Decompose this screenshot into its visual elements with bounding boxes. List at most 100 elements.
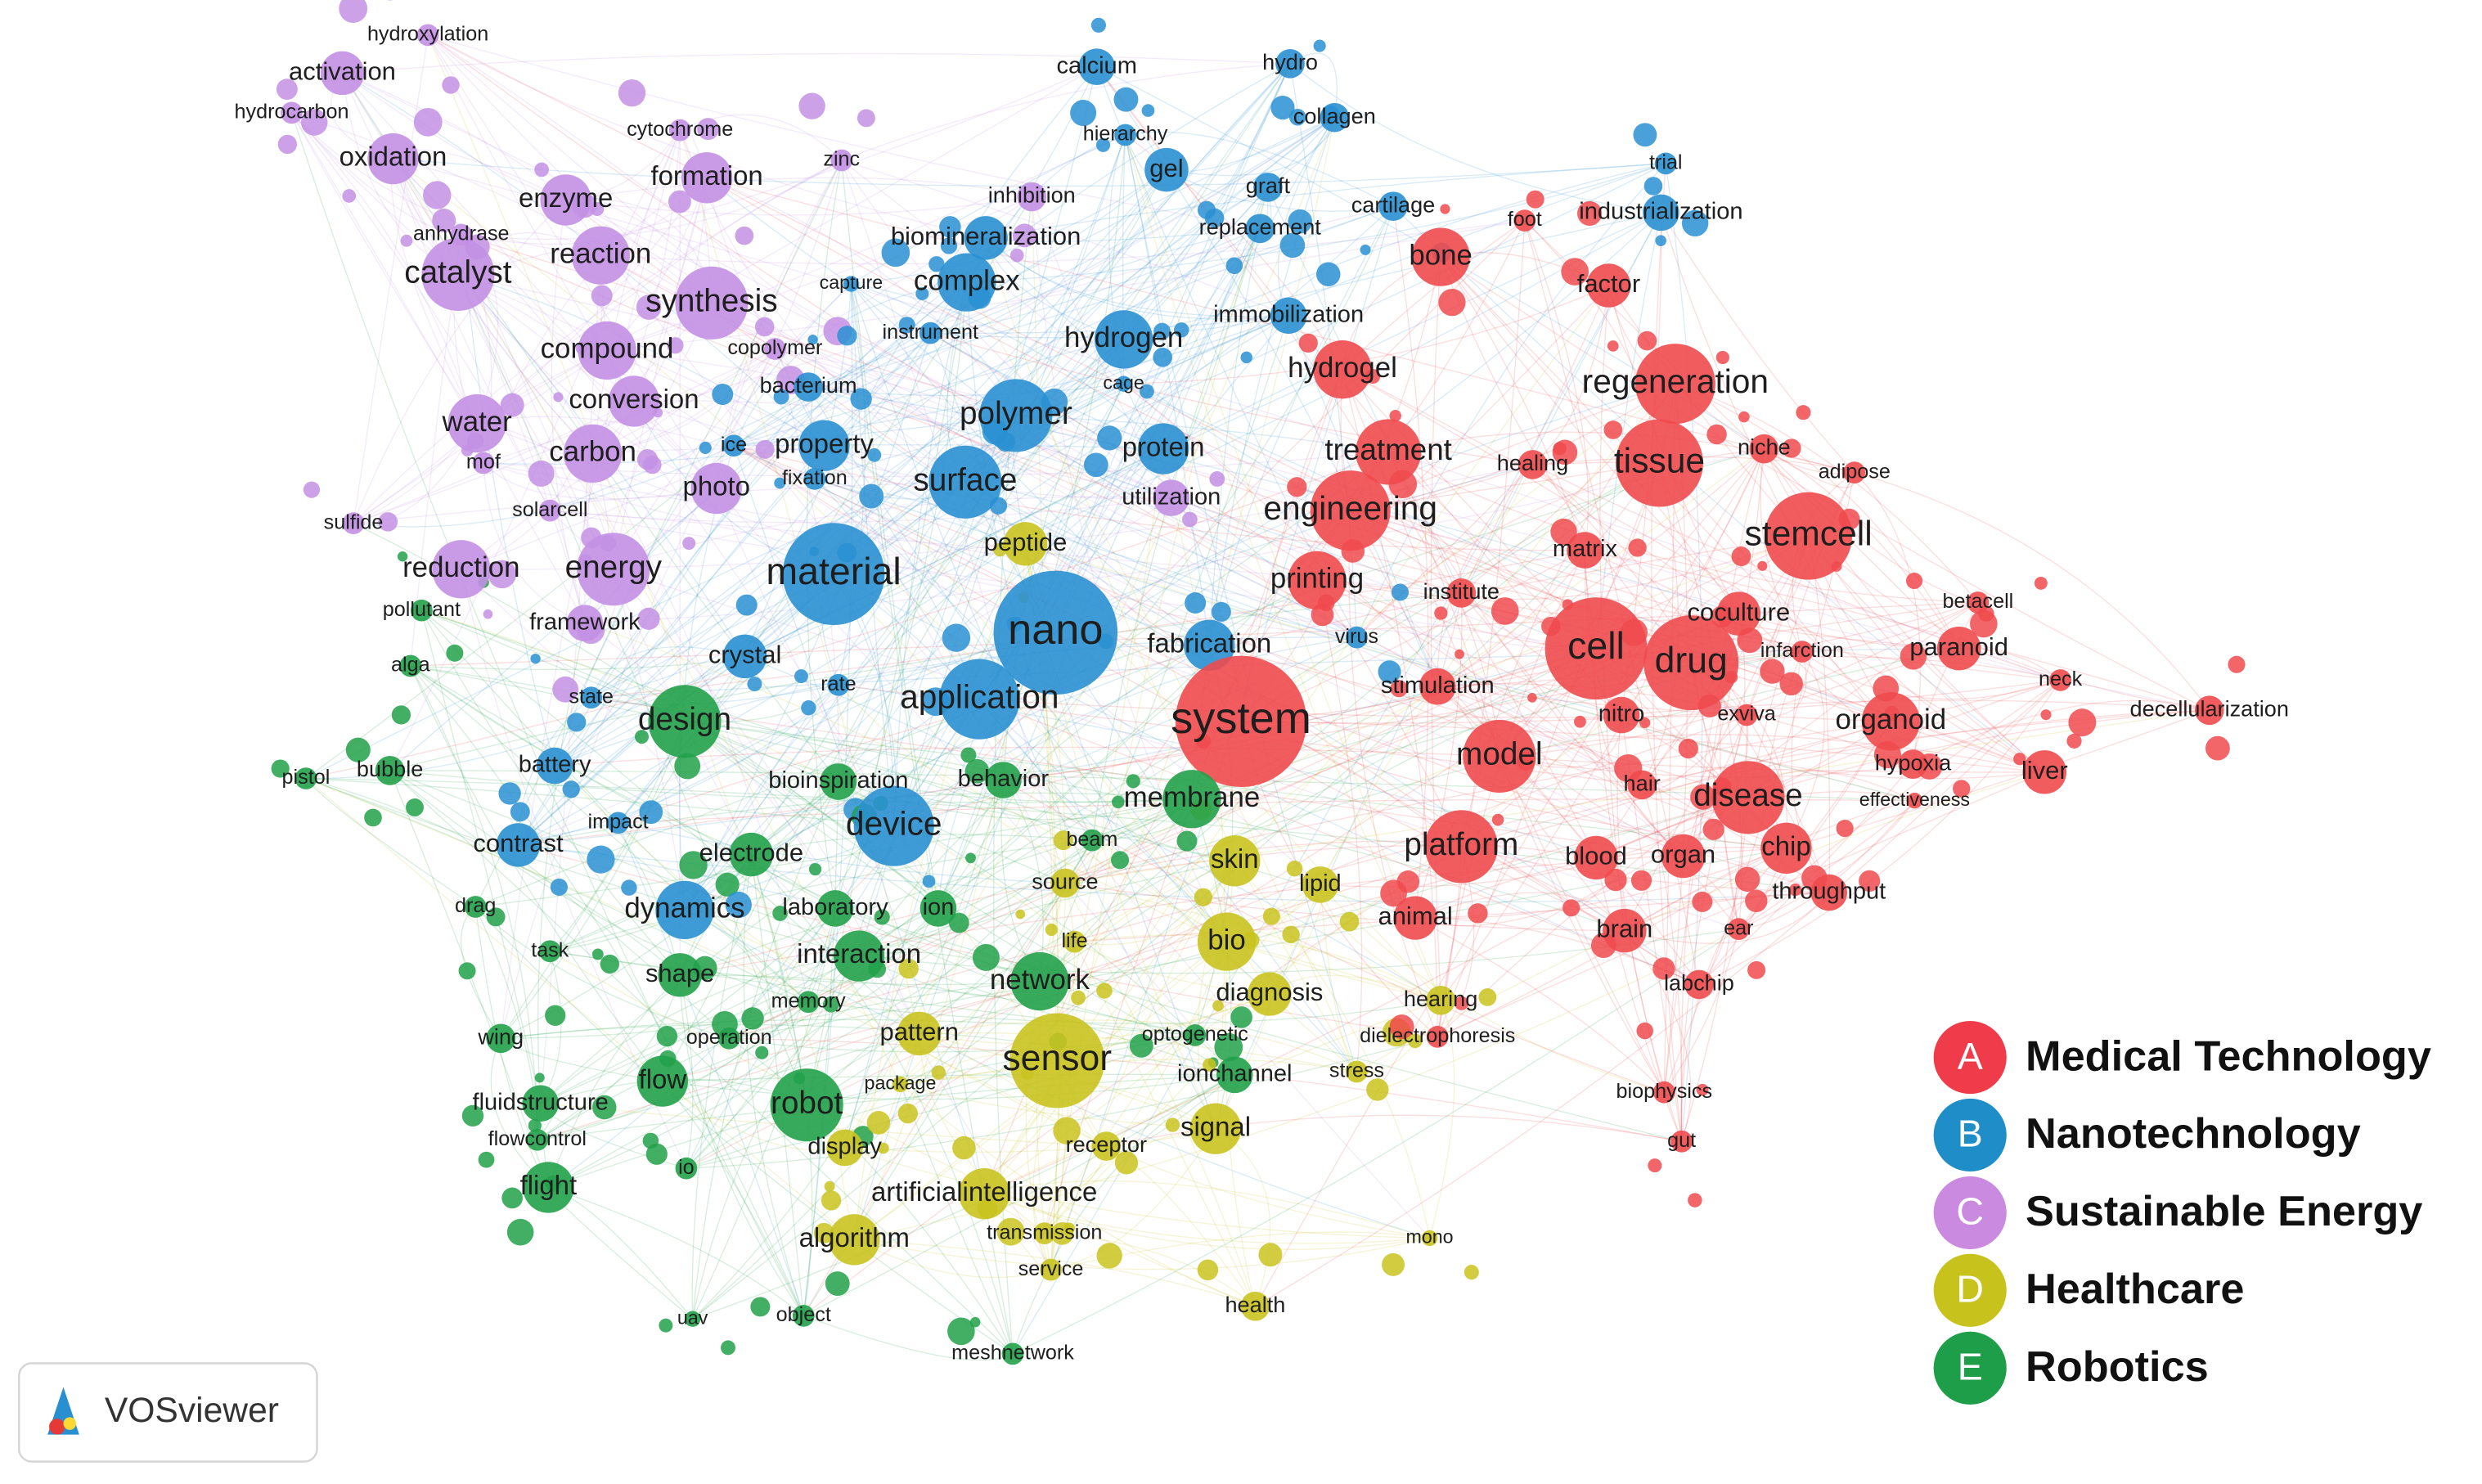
minor-bubble bbox=[1607, 340, 1619, 352]
node-label: model bbox=[1456, 737, 1543, 772]
minor-bubble bbox=[1182, 511, 1198, 528]
edge bbox=[540, 955, 860, 1104]
node-label: photo bbox=[683, 471, 750, 501]
edge bbox=[733, 117, 1335, 447]
node-bubble bbox=[1040, 1258, 1062, 1281]
minor-bubble bbox=[1478, 988, 1497, 1006]
node-label: pattern bbox=[879, 1018, 958, 1046]
minor-bubble bbox=[364, 808, 382, 827]
node-bubble bbox=[655, 880, 714, 940]
minor-bubble bbox=[866, 1111, 891, 1135]
node-label: electrode bbox=[699, 839, 803, 867]
minor-bubble bbox=[423, 181, 452, 209]
node-bubble bbox=[1426, 1025, 1449, 1048]
edge bbox=[729, 1034, 1195, 1053]
minor-bubble bbox=[668, 190, 691, 214]
node-label: foot bbox=[1508, 208, 1542, 231]
edge bbox=[662, 169, 1167, 1082]
edge bbox=[1461, 709, 2210, 848]
edge bbox=[893, 636, 1357, 827]
node-label: graft bbox=[1246, 173, 1291, 198]
edge bbox=[565, 177, 1032, 201]
edge bbox=[613, 569, 920, 1034]
node-bubble bbox=[684, 1311, 701, 1327]
edge bbox=[1675, 383, 1960, 649]
minor-bubble bbox=[1053, 830, 1073, 851]
edge bbox=[1414, 892, 1625, 931]
edge bbox=[853, 1239, 1051, 1279]
minor-bubble bbox=[712, 384, 734, 406]
minor-bubble bbox=[639, 800, 663, 825]
minor-bubble bbox=[1526, 190, 1545, 209]
minor-bubble bbox=[342, 189, 357, 203]
edge bbox=[1015, 163, 1666, 416]
minor-bubble bbox=[1731, 546, 1751, 567]
edges bbox=[290, 34, 2210, 1361]
node-label: optogenetic bbox=[1142, 1023, 1248, 1046]
edge bbox=[457, 273, 717, 489]
edge bbox=[686, 1034, 1195, 1169]
node-bubble bbox=[416, 24, 439, 47]
node-label: oxidation bbox=[339, 142, 447, 172]
edge bbox=[684, 721, 1041, 983]
edge bbox=[461, 117, 1335, 570]
minor-bubble bbox=[1113, 87, 1139, 112]
edge bbox=[983, 1193, 1430, 1244]
node-label: skin bbox=[1211, 843, 1259, 874]
minor-bubble bbox=[1655, 235, 1666, 246]
minor-bubble bbox=[637, 607, 660, 630]
minor-bubble bbox=[1434, 606, 1448, 620]
minor-bubble bbox=[1165, 1117, 1180, 1132]
edge bbox=[823, 445, 980, 699]
edge bbox=[850, 283, 1318, 582]
edge bbox=[814, 478, 1357, 638]
node-label: membrane bbox=[1124, 781, 1261, 813]
minor-bubble bbox=[621, 879, 637, 896]
node-bubble bbox=[1426, 985, 1455, 1015]
node-bubble bbox=[1861, 692, 1920, 751]
edge bbox=[1437, 601, 1979, 1037]
node-label: chip bbox=[1761, 831, 1810, 861]
edge bbox=[684, 909, 1107, 1147]
node-bubble bbox=[432, 540, 491, 599]
minor-bubble bbox=[1734, 866, 1760, 893]
edge bbox=[457, 66, 1097, 276]
edge bbox=[591, 646, 745, 699]
edge bbox=[410, 665, 1041, 983]
edge bbox=[844, 117, 1335, 1149]
edge bbox=[1039, 315, 1289, 982]
node-bubble bbox=[1175, 655, 1307, 788]
edge bbox=[662, 1081, 804, 1316]
minor-bubble bbox=[645, 1143, 668, 1165]
node-bubble bbox=[892, 1076, 909, 1093]
node-label: impact bbox=[588, 810, 649, 833]
edge bbox=[983, 884, 1321, 1194]
node-bubble bbox=[658, 953, 702, 997]
minor-bubble bbox=[1225, 257, 1243, 275]
edge bbox=[841, 160, 1289, 317]
edge bbox=[1392, 205, 2045, 773]
node-bubble bbox=[1967, 591, 1990, 614]
node-label: battery bbox=[519, 752, 591, 778]
minor-bubble bbox=[850, 388, 872, 410]
edge bbox=[692, 1074, 1235, 1320]
node-bubble bbox=[1411, 227, 1470, 286]
node-label: interaction bbox=[797, 938, 921, 969]
node-bubble bbox=[563, 424, 623, 483]
edge bbox=[966, 163, 1666, 283]
node-label: industrialization bbox=[1579, 199, 1742, 225]
edge bbox=[1255, 679, 2062, 1307]
edge bbox=[1015, 415, 1389, 453]
edge bbox=[1392, 206, 1429, 919]
edge bbox=[410, 665, 538, 1140]
node-bubble bbox=[1936, 626, 1981, 671]
edge bbox=[684, 63, 1291, 911]
minor-bubble bbox=[2205, 735, 2230, 761]
minor-bubble bbox=[798, 92, 825, 119]
edge bbox=[1064, 383, 1676, 884]
edge bbox=[1277, 117, 1335, 317]
edge bbox=[1025, 543, 1915, 802]
edge bbox=[1595, 535, 1810, 858]
minor-bubble bbox=[1111, 795, 1125, 809]
